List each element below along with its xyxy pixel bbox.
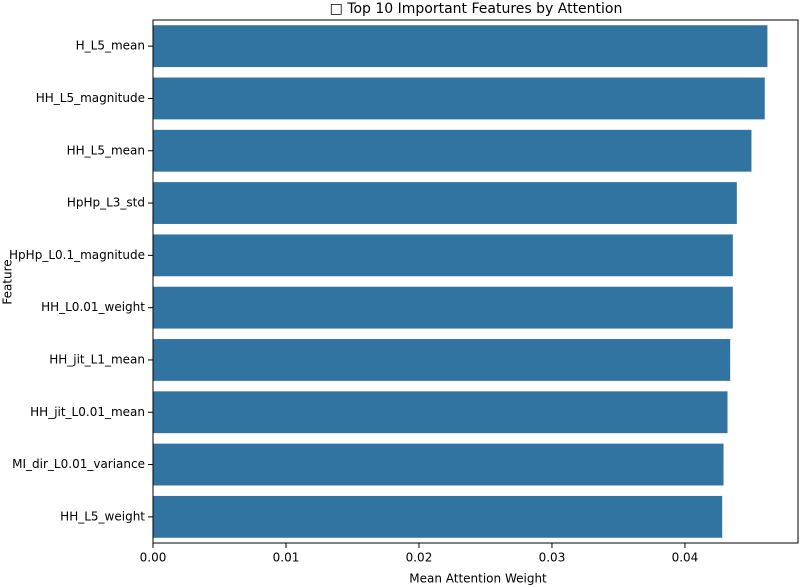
bar <box>153 77 765 120</box>
x-tick-label: 0.01 <box>273 551 300 565</box>
x-tick-label: 0.04 <box>672 551 699 565</box>
bar <box>153 391 728 434</box>
bar <box>153 495 723 538</box>
y-tick-label: HH_L5_weight <box>60 509 145 523</box>
bar <box>153 443 724 486</box>
bar <box>153 339 731 381</box>
bar <box>153 286 733 329</box>
y-tick-label: HH_L5_magnitude <box>36 91 145 105</box>
y-tick-label: HpHp_L3_std <box>67 196 145 210</box>
bar <box>153 234 733 277</box>
bar <box>153 129 752 172</box>
y-tick-label: H_L5_mean <box>76 39 145 53</box>
x-tick-label: 0.03 <box>539 551 566 565</box>
y-tick-label: HpHp_L0.1_magnitude <box>9 248 145 262</box>
y-tick-label: HH_jit_L1_mean <box>49 352 145 366</box>
bar <box>153 182 737 224</box>
y-axis-label: Feature <box>1 259 15 304</box>
chart-title: □ Top 10 Important Features by Attention <box>330 1 623 17</box>
y-tick-label: MI_dir_L0.01_variance <box>12 457 145 471</box>
y-tick-label: HH_L0.01_weight <box>41 300 145 314</box>
x-axis-label: Mean Attention Weight <box>409 572 547 586</box>
y-tick-label: HH_jit_L0.01_mean <box>30 405 145 419</box>
x-tick-label: 0.00 <box>140 551 167 565</box>
y-tick-label: HH_L5_mean <box>67 143 145 157</box>
x-tick-label: 0.02 <box>406 551 433 565</box>
bar <box>153 25 768 68</box>
plot-frame <box>152 19 799 544</box>
